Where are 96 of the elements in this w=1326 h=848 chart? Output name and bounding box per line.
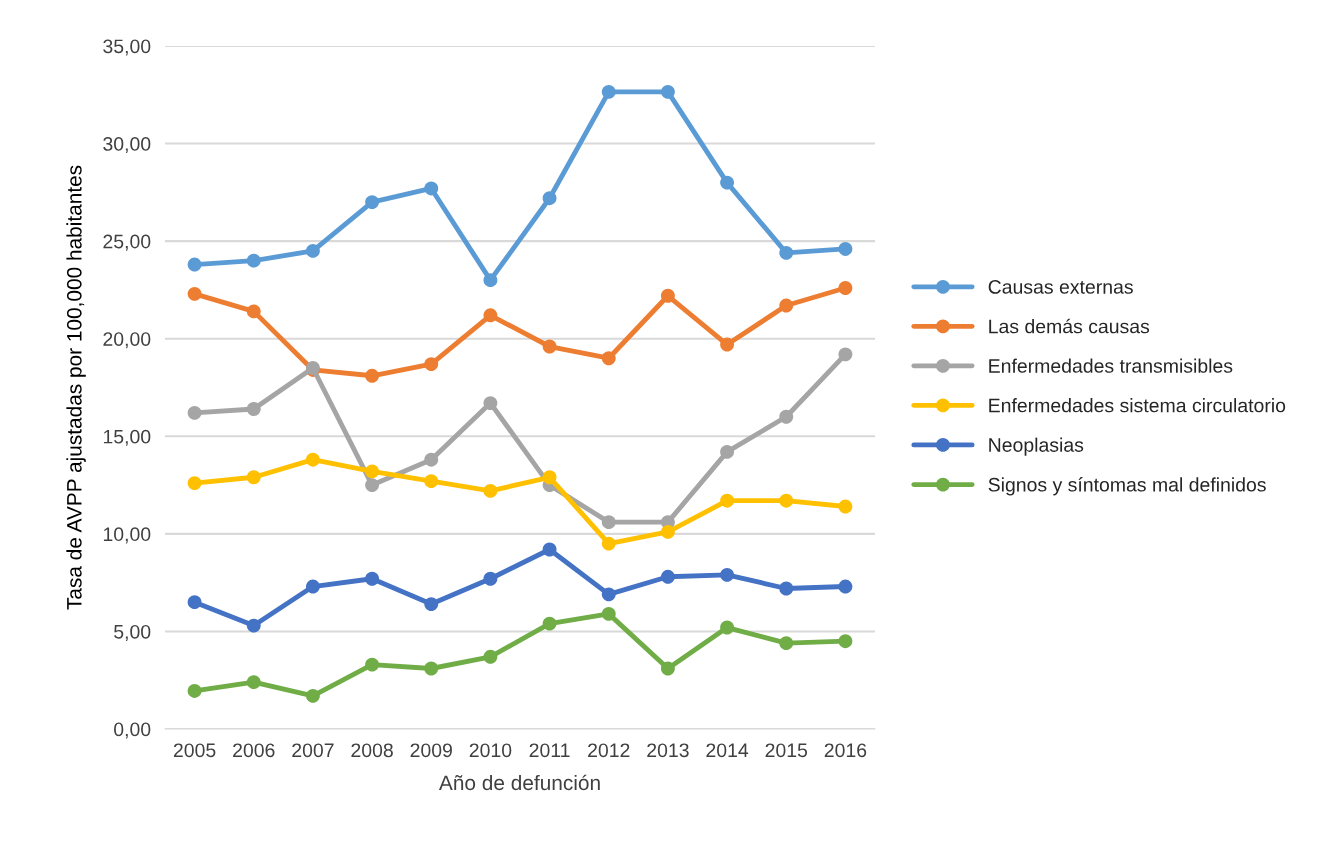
legend-label: Enfermedades sistema circulatorio	[989, 398, 1286, 413]
y-tick-label: 25,00	[103, 234, 151, 251]
point	[365, 571, 380, 586]
point	[838, 281, 853, 295]
point	[246, 304, 261, 319]
point	[187, 257, 202, 272]
point	[779, 493, 794, 508]
point	[246, 470, 261, 485]
point	[660, 524, 675, 539]
point	[305, 452, 320, 467]
y-tick-label: 20,00	[103, 332, 151, 349]
point	[187, 286, 202, 301]
point	[424, 357, 439, 372]
x-tick-label: 2010	[469, 743, 512, 758]
point	[838, 579, 853, 594]
point	[838, 242, 853, 256]
point	[660, 288, 675, 303]
point	[601, 606, 616, 621]
point	[305, 688, 320, 703]
y-tick-label: 5,00	[114, 624, 151, 641]
x-tick-label: 2006	[233, 743, 275, 758]
y-axis-title: Tasa de AVPP ajustadas por 100,000 habitantes	[66, 165, 86, 610]
point	[720, 620, 735, 635]
point	[246, 675, 261, 690]
point	[246, 402, 261, 416]
x-tick-label: 2015	[765, 743, 808, 758]
point	[601, 84, 616, 99]
point	[365, 478, 380, 493]
point	[720, 567, 735, 582]
x-tick-label: 2014	[706, 743, 749, 758]
point	[779, 245, 794, 260]
point	[542, 470, 557, 485]
point	[365, 195, 380, 210]
point	[424, 181, 439, 196]
y-tick-label: 35,00	[103, 39, 151, 56]
point	[365, 368, 380, 383]
point	[601, 515, 616, 530]
point	[660, 661, 675, 676]
point	[660, 84, 675, 99]
legend-label: Causas externas	[988, 280, 1133, 294]
point	[424, 452, 439, 467]
point	[779, 409, 794, 424]
point	[483, 649, 498, 664]
point	[779, 298, 794, 313]
point	[365, 464, 380, 479]
point	[601, 536, 616, 551]
x-tick-label: 2007	[292, 743, 334, 758]
point	[601, 351, 616, 366]
x-tick-label: 2008	[351, 743, 393, 758]
point	[424, 474, 439, 489]
point	[720, 337, 735, 352]
point	[424, 597, 439, 612]
point	[542, 191, 557, 206]
point	[779, 636, 794, 651]
point	[660, 569, 675, 584]
x-tick-label: 2005	[173, 743, 216, 758]
point	[483, 483, 498, 498]
x-axis-title: Año de defunción	[438, 774, 600, 791]
point	[720, 175, 735, 190]
point	[305, 579, 320, 594]
point	[601, 587, 616, 602]
x-tick-label: 2016	[824, 743, 867, 758]
legend-label: Signos y síntomas mal definidos	[988, 477, 1266, 496]
point	[838, 499, 853, 514]
point	[187, 405, 202, 420]
point	[246, 253, 261, 268]
x-tick-label: 2013	[647, 743, 689, 758]
point	[365, 657, 380, 672]
y-tick-label: 10,00	[103, 527, 151, 544]
point	[483, 308, 498, 323]
point	[720, 493, 735, 508]
y-tick-label: 15,00	[103, 429, 151, 446]
point	[187, 595, 202, 610]
point	[838, 347, 853, 362]
point	[542, 339, 557, 354]
point	[542, 542, 557, 557]
point	[305, 243, 320, 258]
point	[187, 476, 202, 491]
x-tick-label: 2009	[410, 743, 452, 758]
point	[779, 581, 794, 596]
point	[483, 396, 498, 411]
y-tick-label: 30,00	[103, 137, 151, 154]
y-tick-label: 0,00	[114, 722, 151, 739]
point	[720, 444, 735, 459]
point	[483, 273, 498, 288]
point	[424, 661, 439, 676]
point	[483, 571, 498, 586]
legend-label: Neoplasias	[989, 437, 1084, 456]
point	[542, 616, 557, 631]
x-tick-label: 2012	[588, 743, 630, 758]
point	[187, 684, 202, 698]
point	[246, 618, 261, 633]
legend-label: Enfermedades transmisibles	[989, 358, 1233, 373]
point	[838, 634, 853, 649]
x-tick-label: 2011	[529, 743, 570, 758]
legend-label: Las demás causas	[989, 318, 1150, 334]
